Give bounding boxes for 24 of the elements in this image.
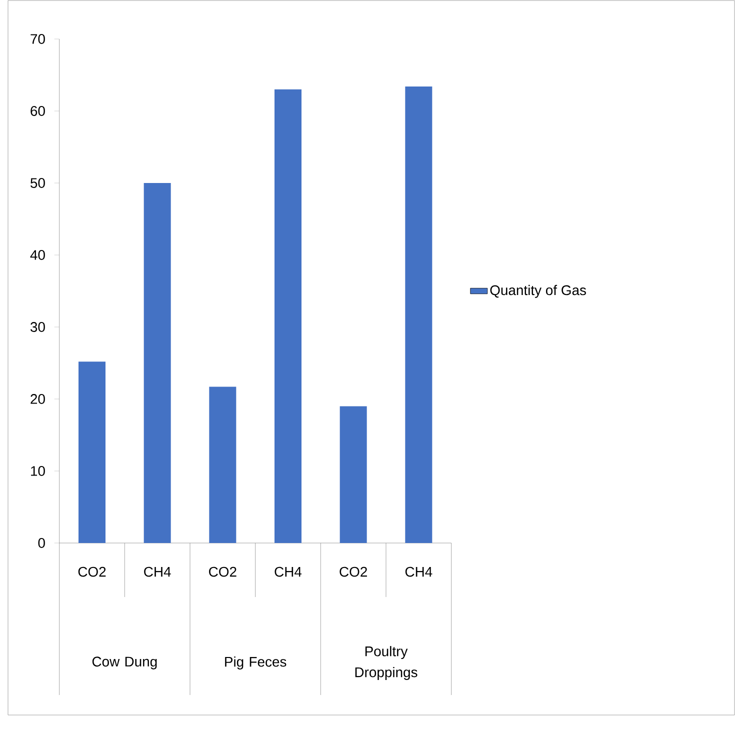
bar (209, 386, 236, 543)
y-tick-label: 50 (30, 178, 45, 188)
y-tick-label: 40 (30, 250, 45, 260)
bar (340, 406, 367, 543)
bar (78, 362, 106, 543)
bar (144, 183, 171, 543)
y-tick-label: 0 (38, 538, 45, 548)
x-tick-label: CO2 (209, 566, 236, 577)
text: Cow Dung (92, 656, 157, 670)
x-tick-label: CO2 (340, 566, 367, 577)
bar (274, 89, 302, 543)
text: Pig Feces (225, 656, 286, 670)
y-tick-label: 10 (31, 466, 45, 476)
legend-label: Quantity of Gas (490, 284, 586, 298)
x-tick-label: CH4 (144, 566, 171, 577)
y-tick-label: 60 (30, 106, 45, 116)
y-tick-label: 20 (30, 394, 45, 404)
bar (405, 86, 432, 543)
x-tick-label: CO2 (78, 566, 106, 577)
y-tick-label: 30 (30, 322, 45, 332)
y-tick-label: 70 (30, 34, 45, 44)
text: Poultry Droppings (355, 646, 418, 680)
x-tick-label: CH4 (274, 566, 302, 577)
x-tick-label: CH4 (405, 566, 432, 577)
